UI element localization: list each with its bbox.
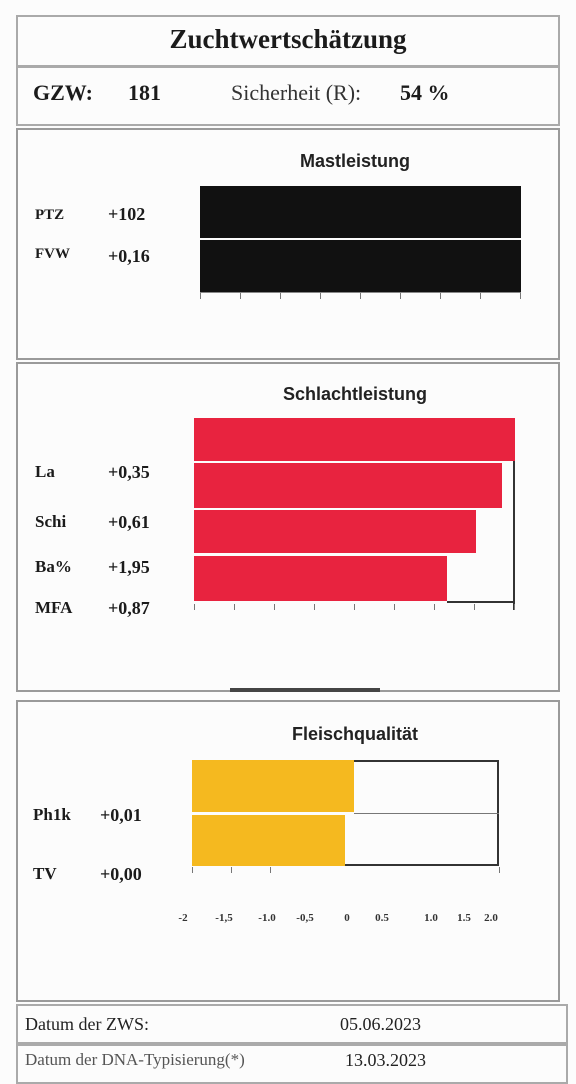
zws-date-value: 05.06.2023 bbox=[340, 1014, 421, 1034]
mast-bar-2 bbox=[200, 240, 521, 292]
schlacht-axis bbox=[447, 601, 515, 603]
dna-date-value: 13.03.2023 bbox=[345, 1050, 426, 1070]
schlacht-bar-1 bbox=[194, 418, 515, 461]
schlacht-tick bbox=[314, 604, 315, 610]
schlacht-label-1: La bbox=[35, 462, 55, 481]
schlacht-tick bbox=[354, 604, 355, 610]
zws-date-box bbox=[16, 1004, 568, 1044]
schlacht-tick bbox=[234, 604, 235, 610]
fleisch-value-2: +0,00 bbox=[100, 864, 142, 884]
axis-label: 1.0 bbox=[424, 912, 438, 924]
gzw-label: GZW: bbox=[33, 80, 93, 105]
reliability-label: Sicherheit (R): bbox=[231, 80, 362, 105]
schlacht-tick bbox=[394, 604, 395, 610]
mast-tick bbox=[400, 293, 401, 299]
fleisch-row-divider bbox=[354, 813, 499, 814]
schlacht-value-4: +0,87 bbox=[108, 598, 150, 618]
axis-label: -1,5 bbox=[215, 912, 233, 924]
mast-label-2: FVW bbox=[35, 246, 70, 262]
mast-tick bbox=[240, 293, 241, 299]
mast-tick bbox=[480, 293, 481, 299]
schlacht-bar-4 bbox=[194, 556, 447, 601]
fleisch-value-1: +0,01 bbox=[100, 805, 142, 825]
gzw-value: 181 bbox=[128, 80, 161, 105]
mastleistung-section bbox=[16, 128, 560, 360]
schlacht-label-2: Schi bbox=[35, 512, 67, 531]
fleisch-tick bbox=[231, 867, 232, 873]
axis-label: -2 bbox=[178, 912, 188, 924]
axis-label: 2.0 bbox=[484, 912, 498, 924]
reliability-value: 54 % bbox=[400, 80, 450, 105]
fleisch-tick bbox=[499, 867, 500, 873]
mast-tick bbox=[520, 293, 521, 299]
fleisch-label-1: Ph1k bbox=[33, 805, 71, 824]
schlacht-value-1: +0,35 bbox=[108, 462, 150, 482]
axis-label: -0,5 bbox=[296, 912, 314, 924]
mast-tick bbox=[360, 293, 361, 299]
dna-date-label: Datum der DNA-Typisierung(*) bbox=[25, 1050, 245, 1069]
schlacht-frame-right bbox=[513, 460, 515, 610]
axis-label: 1.5 bbox=[457, 912, 471, 924]
fleischqualitaet-section bbox=[16, 700, 560, 1002]
zws-date-label: Datum der ZWS: bbox=[25, 1014, 149, 1034]
schlacht-label-4: MFA bbox=[35, 598, 73, 617]
mast-tick bbox=[440, 293, 441, 299]
schlacht-label-3: Ba% bbox=[35, 557, 72, 576]
schlacht-tick bbox=[514, 604, 515, 610]
mast-tick bbox=[280, 293, 281, 299]
schlacht-tick bbox=[474, 604, 475, 610]
fleisch-bar-2 bbox=[192, 815, 345, 866]
schlacht-bar-2 bbox=[194, 463, 502, 508]
mast-tick bbox=[320, 293, 321, 299]
schlacht-bar-3 bbox=[194, 510, 476, 553]
fleisch-bar-1 bbox=[192, 760, 354, 812]
fleisch-label-2: TV bbox=[33, 864, 57, 883]
mast-value-2: +0,16 bbox=[108, 246, 150, 266]
section-divider bbox=[230, 688, 380, 692]
gzw-box bbox=[16, 66, 560, 126]
page-title: Zuchtwertschätzung bbox=[169, 24, 407, 54]
schlacht-value-2: +0,61 bbox=[108, 512, 150, 532]
mast-label-1: PTZ bbox=[35, 207, 65, 223]
fleisch-tick bbox=[270, 867, 271, 873]
schlachtleistung-title: Schlachtleistung bbox=[282, 384, 428, 404]
axis-label: -1.0 bbox=[258, 912, 276, 924]
mast-tick bbox=[200, 293, 201, 299]
mast-axis bbox=[200, 292, 521, 293]
schlacht-value-3: +1,95 bbox=[108, 557, 150, 577]
fleischqualitaet-title: Fleischqualität bbox=[291, 724, 419, 744]
mast-bar-1 bbox=[200, 186, 521, 238]
schlacht-tick bbox=[274, 604, 275, 610]
schlacht-tick bbox=[194, 604, 195, 610]
axis-label: 0.5 bbox=[375, 912, 389, 924]
mast-value-1: +102 bbox=[108, 204, 146, 224]
schlacht-tick bbox=[434, 604, 435, 610]
mastleistung-title: Mastleistung bbox=[299, 151, 410, 171]
fleisch-tick bbox=[192, 867, 193, 873]
axis-label: 0 bbox=[344, 912, 350, 924]
